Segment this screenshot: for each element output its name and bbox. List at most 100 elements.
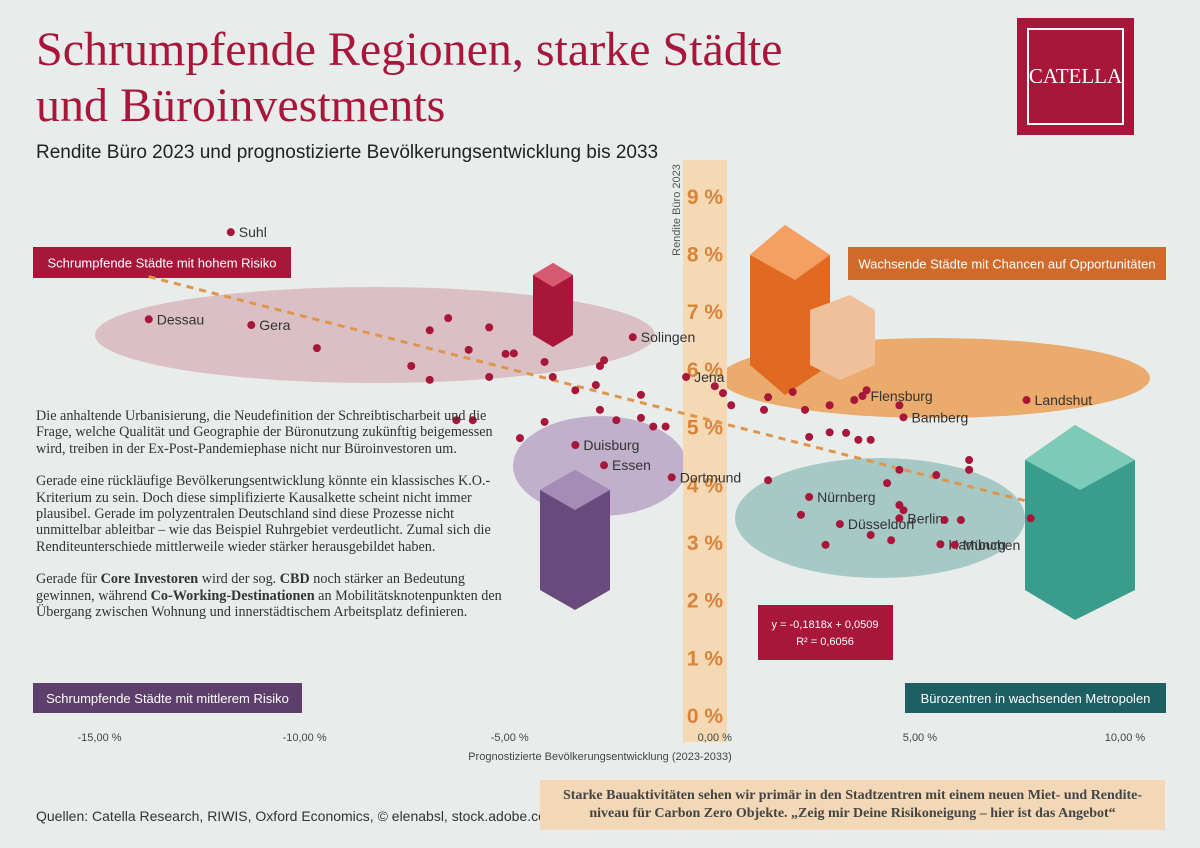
data-point [540, 357, 549, 366]
data-point [719, 389, 728, 398]
data-point [801, 405, 810, 414]
point-label: Essen [612, 457, 651, 473]
point-label: München [963, 537, 1021, 553]
point-label: Duisburg [583, 437, 639, 453]
y-tick-label: 2 % [687, 590, 724, 613]
building [540, 470, 610, 510]
data-point [965, 456, 974, 465]
bold-text: Co-Working-Destinationen [150, 587, 315, 604]
data-point [649, 422, 658, 431]
data-point [1026, 514, 1035, 523]
y-tick-label: 9 % [687, 186, 724, 209]
y-tick-label: 0 % [687, 705, 724, 728]
data-point [661, 422, 670, 431]
data-point [468, 416, 477, 425]
data-point [591, 381, 600, 390]
data-point [821, 540, 830, 549]
title: Schrumpfende Regionen, starke Städte und… [36, 22, 782, 134]
data-point [805, 432, 814, 441]
quote-box: Starke Bauaktivitäten sehen wir primär i… [540, 780, 1165, 830]
data-point [850, 396, 859, 405]
data-point [600, 356, 609, 365]
x-tick-label: 0,00 % [698, 732, 732, 744]
title-line: und Büroinvestments [36, 79, 446, 132]
subtitle: Rendite Büro 2023 und prognostizierte Be… [36, 142, 659, 163]
point-label: Jena [694, 369, 725, 385]
data-point [764, 476, 773, 485]
data-point [862, 386, 871, 395]
y-tick-label: 5 % [687, 417, 724, 440]
text-run: noch stärker an Bedeutung gewinnen, währ… [36, 571, 465, 604]
logo: CATELLA [1017, 18, 1134, 135]
y-tick-label: 8 % [687, 244, 724, 267]
sources: Quellen: Catella Research, RIWIS, Oxford… [36, 808, 558, 824]
data-point [895, 401, 904, 410]
data-point [710, 382, 719, 391]
point-label: Hamburg [948, 536, 1006, 552]
y-axis-title: Rendite Büro 2023 [671, 164, 683, 256]
data-point [936, 540, 945, 549]
data-point [825, 401, 834, 410]
building [533, 263, 573, 287]
quadrant-box [33, 247, 291, 278]
text-run: an Mobilitätsknotenpunkten den Übergang … [36, 587, 502, 621]
data-point [600, 461, 609, 470]
data-point [247, 321, 256, 330]
x-tick-label: -15,00 % [78, 732, 122, 744]
data-point [612, 416, 621, 425]
data-point [895, 514, 904, 523]
point-label: Suhl [239, 224, 267, 240]
data-point [540, 417, 549, 426]
data-point [485, 372, 494, 381]
y-tick-label: 4 % [687, 474, 724, 497]
decoration [95, 160, 1150, 742]
paragraph: Die anhaltende Urbanisierung, die Neudef… [36, 408, 506, 457]
y-tick-label: 7 % [687, 301, 724, 324]
data-point [571, 386, 580, 395]
title-line: Schrumpfende Regionen, starke Städte [36, 23, 783, 76]
y-tick-label: 1 % [687, 647, 724, 670]
point-label: Dortmund [680, 469, 741, 485]
data-point [628, 333, 637, 342]
data-point [636, 390, 645, 399]
data-point [788, 387, 797, 396]
data-point [407, 362, 416, 371]
data-point [895, 465, 904, 474]
x-axis-title: Prognostizierte Bevölkerungsentwicklung … [468, 751, 732, 763]
building [533, 263, 573, 347]
data-point [760, 405, 769, 414]
data-point [866, 435, 875, 444]
building [540, 470, 610, 610]
point-label: Dessau [157, 311, 204, 327]
point-label: Berlin [907, 510, 943, 526]
data-point [866, 531, 875, 540]
data-point [425, 375, 434, 384]
data-point [796, 510, 805, 519]
data-point [226, 228, 235, 237]
quote-line: Starke Bauaktivitäten sehen wir primär i… [562, 788, 1143, 803]
data-point [825, 428, 834, 437]
logo-text: CATELLA [1027, 28, 1124, 125]
building [1025, 425, 1135, 490]
data-point [595, 362, 604, 371]
data-point [636, 413, 645, 422]
data-point [950, 540, 959, 549]
data-point [887, 536, 896, 545]
equation-line: R² = 0,6056 [796, 636, 854, 648]
building [810, 295, 875, 380]
data-point [312, 344, 321, 353]
paragraph: Gerade für Core Investoren wird der sog.… [36, 571, 506, 620]
data-point [940, 516, 949, 525]
point-label: Landshut [1035, 392, 1093, 408]
text-run: Gerade eine rückläufige Bevölkerungsentw… [36, 473, 491, 555]
quadrant-label: Schrumpfende Städte mit hohem Risiko [47, 256, 276, 271]
data-point [595, 405, 604, 414]
x-tick-label: 5,00 % [903, 732, 937, 744]
y-axis-band [683, 160, 727, 742]
paragraph: Gerade eine rückläufige Bevölkerungsentw… [36, 473, 506, 555]
data-point [1022, 396, 1031, 405]
data-point [571, 441, 580, 450]
point-label: Gera [259, 317, 290, 333]
data-point [727, 401, 736, 410]
